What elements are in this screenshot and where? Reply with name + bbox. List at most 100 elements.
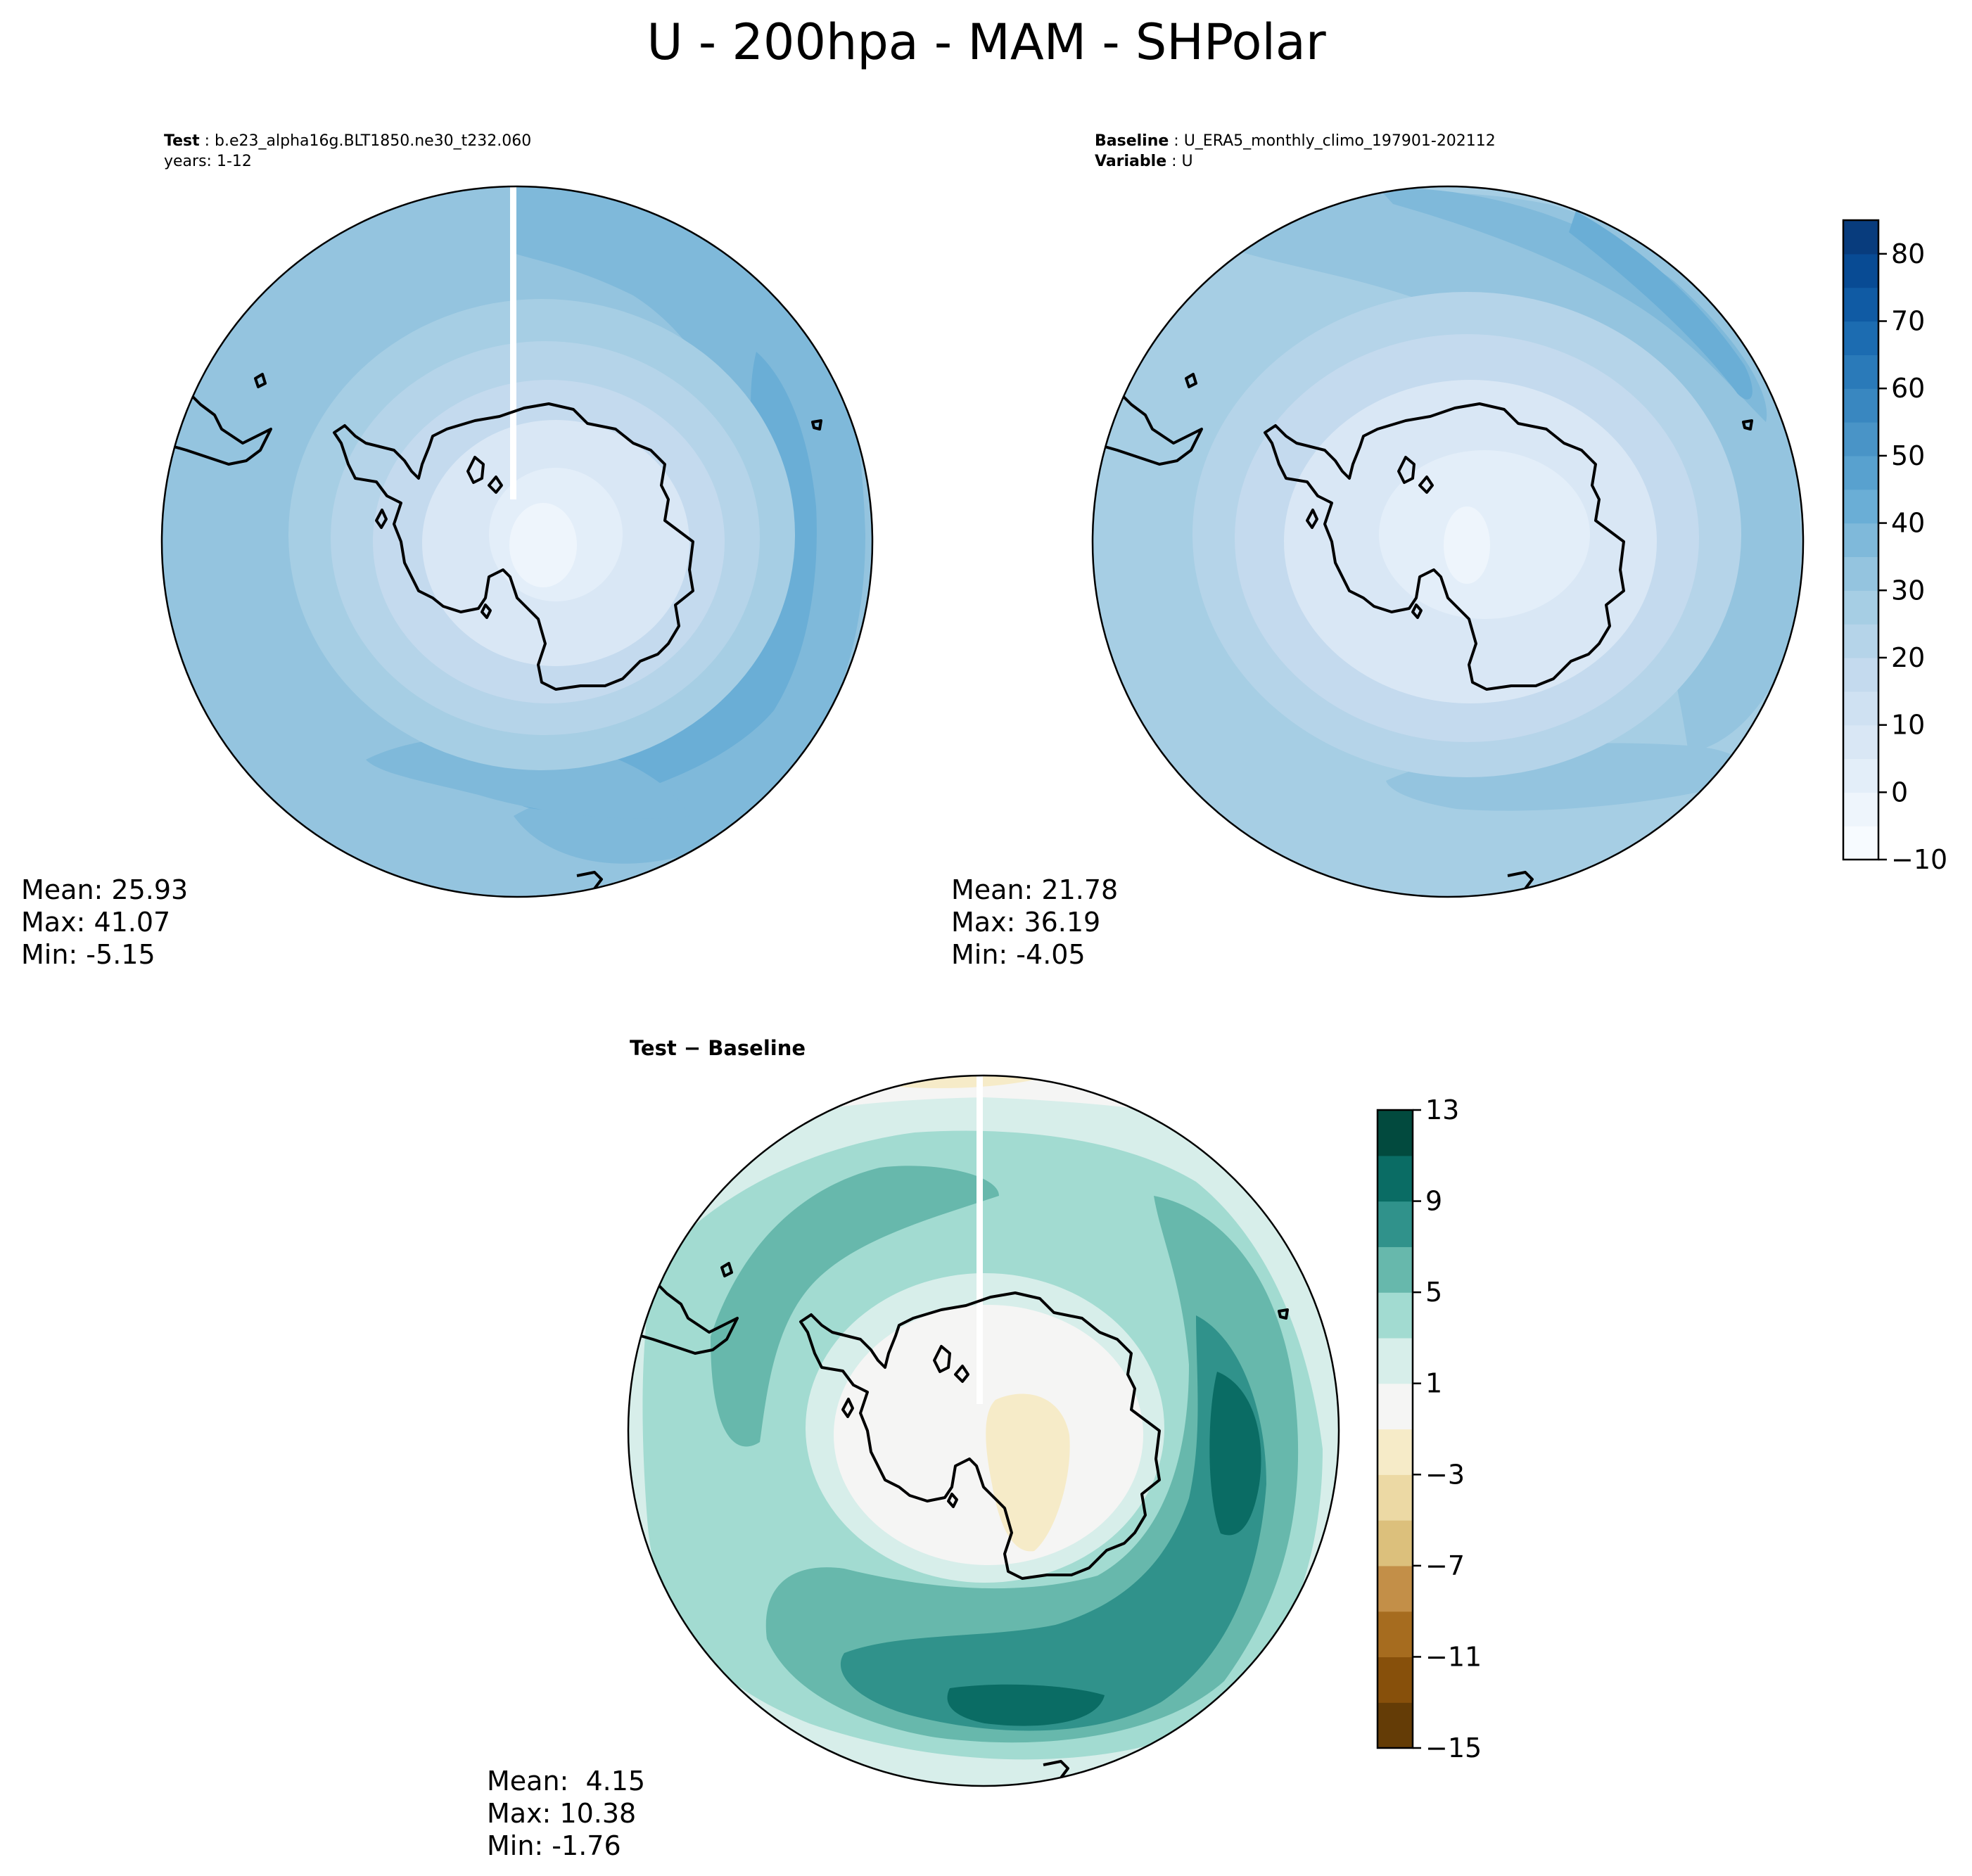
colorbar-diff-level-4 [1378, 1520, 1413, 1566]
colorbar-main-level-13 [1843, 388, 1878, 423]
baseline-map-boundary [1091, 185, 1805, 898]
colorbar-main-level-3 [1843, 725, 1878, 760]
test-coastline [162, 373, 822, 897]
baseline-variable: U [1182, 153, 1193, 170]
ice-shelf-outline [375, 509, 388, 529]
falkland-islands-outline [720, 1262, 733, 1277]
baseline-mean: Mean: 21.78 [951, 874, 1118, 905]
colorbar-main-level-5 [1843, 657, 1878, 692]
south-america-outline [628, 1282, 739, 1355]
south-america-outline [1093, 393, 1203, 466]
kerguelen-outline [1742, 419, 1753, 430]
antarctica-outline [799, 1291, 1161, 1580]
baseline-max: Max: 36.19 [951, 907, 1100, 938]
colorbar-main-tick-label: 70 [1891, 306, 1925, 337]
ice-shelf-outline [954, 1365, 969, 1383]
ice-shelf-outline [488, 476, 503, 494]
test-min: Min: -5.15 [21, 939, 155, 970]
difference-coastline [628, 1262, 1289, 1786]
ice-shelf-outline [841, 1398, 854, 1418]
colorbar-diff-tick-label: 1 [1425, 1368, 1442, 1399]
colorbar-diff-tick-label: −7 [1425, 1550, 1465, 1581]
ice-shelf-outline [1306, 509, 1318, 529]
colorbar-main-level-9 [1843, 523, 1878, 558]
baseline-variable-line: Variable : U [1095, 153, 1193, 170]
colorbar-diff-level-1 [1378, 1657, 1413, 1703]
colorbar-diff-outline [1376, 1109, 1414, 1749]
colorbar-main-level-11 [1843, 455, 1878, 490]
difference-mean: Mean: 4.15 [487, 1766, 645, 1797]
colorbar-diff-level-12 [1378, 1155, 1413, 1202]
colorbar-diff: −15 −11 −7 −3 1 5 9 13 [1376, 1095, 1482, 1763]
ice-shelf-outline [481, 604, 492, 619]
colorbar-main-tick-label: 20 [1891, 642, 1925, 673]
diff-core-south [947, 1684, 1105, 1726]
test-case-line: Test : b.e23_alpha16g.BLT1850.ne30_t232.… [164, 132, 531, 150]
colorbar-main-tick-label: 60 [1891, 373, 1925, 404]
antarctica-outline [1264, 402, 1625, 691]
colorbar-diff-tick-label: 5 [1425, 1277, 1442, 1308]
difference-max: Max: 10.38 [487, 1798, 636, 1829]
colorbar-main-tick-label: 10 [1891, 710, 1925, 741]
colorbar-diff-level-2 [1378, 1611, 1413, 1658]
colorbar-diff-level-3 [1378, 1565, 1413, 1612]
colorbar-main: −10 0 10 20 30 40 50 60 70 80 [1842, 219, 1947, 875]
falkland-islands-outline [1185, 373, 1197, 388]
diff-missing-stripe [977, 1076, 983, 1404]
difference-min: Min: -1.76 [487, 1830, 621, 1861]
test-contour-min [509, 503, 577, 587]
figure-title: U - 200hpa - MAM - SHPolar [647, 13, 1325, 71]
colorbar-main-tick-label: 30 [1891, 575, 1925, 606]
baseline-band-jet [1569, 211, 1752, 400]
colorbar-diff-tick-label: 9 [1425, 1186, 1442, 1217]
colorbar-diff-tick-label: 13 [1425, 1095, 1459, 1125]
baseline-min: Min: -4.05 [951, 939, 1086, 970]
ice-shelf-outline [1397, 456, 1416, 484]
difference-title: Test − Baseline [630, 1036, 806, 1060]
test-max: Max: 41.07 [21, 907, 170, 938]
antarctica-outline [333, 402, 694, 691]
colorbar-main-level-4 [1843, 691, 1878, 726]
baseline-label: Baseline [1095, 132, 1169, 150]
colorbar-diff-level-9 [1378, 1292, 1413, 1339]
colorbar-main-level-14 [1843, 355, 1878, 389]
difference-map [628, 1076, 1339, 1786]
ice-shelf-outline [1411, 604, 1423, 619]
colorbar-main-tick-label: 40 [1891, 508, 1925, 539]
colorbar-main-tick-label: 80 [1891, 238, 1925, 269]
colorbar-main-level-1 [1843, 792, 1878, 827]
baseline-variable-label: Variable [1095, 153, 1166, 170]
diff-band-9 [840, 1315, 1266, 1731]
colorbar-main-level-10 [1843, 489, 1878, 524]
colorbar-main-level-7 [1843, 590, 1878, 625]
colorbar-main-level-15 [1843, 321, 1878, 355]
baseline-panel: Baseline : U_ERA5_monthly_climo_197901-2… [951, 132, 1805, 970]
colorbar-main-tick-label: 50 [1891, 440, 1925, 471]
baseline-map [1093, 186, 1803, 897]
colorbar-diff-level-7 [1378, 1383, 1413, 1430]
colorbar-diff-tick-label: −11 [1425, 1641, 1482, 1672]
kerguelen-outline [1278, 1308, 1289, 1320]
coastline-group [1093, 373, 1753, 897]
diff-core-east [1209, 1372, 1261, 1536]
colorbar-main-tick-label: 0 [1891, 777, 1908, 808]
ice-shelf-outline [466, 456, 485, 484]
difference-panel: Test − Baseline Mean: 4.15 Max: 10.38 Mi… [487, 1036, 1340, 1861]
colorbar-diff-tick-label: −3 [1425, 1459, 1465, 1490]
colorbar-diff-level-10 [1378, 1246, 1413, 1293]
colorbar-main-level-16 [1843, 287, 1878, 322]
colorbar-main-level-12 [1843, 422, 1878, 457]
test-panel: Test : b.e23_alpha16g.BLT1850.ne30_t232.… [21, 132, 874, 970]
colorbar-main-outline [1842, 219, 1880, 861]
test-mean: Mean: 25.93 [21, 874, 188, 905]
coastline-group [628, 1262, 1289, 1786]
colorbar-diff-level-8 [1378, 1337, 1413, 1384]
baseline-case: U_ERA5_monthly_climo_197901-202112 [1184, 132, 1496, 150]
baseline-coastline [1093, 373, 1753, 897]
test-label: Test [164, 132, 200, 150]
colorbar-diff-level-11 [1378, 1201, 1413, 1247]
kerguelen-outline [811, 419, 822, 430]
colorbar-diff-level-0 [1378, 1702, 1413, 1749]
colorbar-main-level-2 [1843, 758, 1878, 793]
